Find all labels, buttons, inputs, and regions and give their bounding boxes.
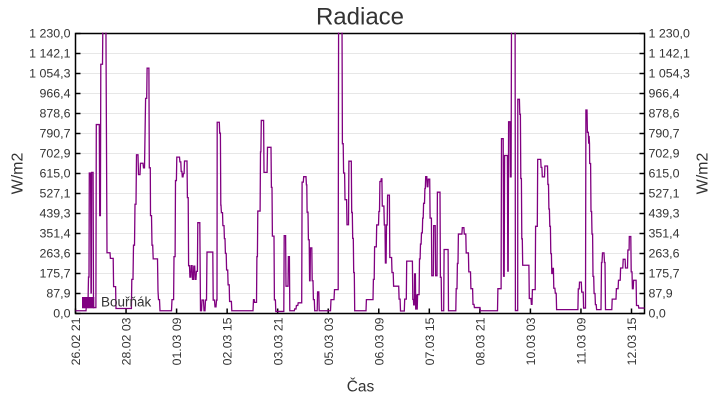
svg-text:0,0: 0,0 xyxy=(649,307,666,321)
svg-text:527,1: 527,1 xyxy=(39,187,70,201)
svg-text:702,9: 702,9 xyxy=(39,147,70,161)
svg-text:06.03 09: 06.03 09 xyxy=(372,317,386,365)
svg-text:28.02 03: 28.02 03 xyxy=(120,317,134,365)
svg-text:07.03 15: 07.03 15 xyxy=(423,317,437,365)
svg-text:Radiace: Radiace xyxy=(316,3,404,30)
svg-text:966,4: 966,4 xyxy=(649,87,680,101)
svg-text:05.03 03: 05.03 03 xyxy=(322,317,336,365)
svg-text:439,3: 439,3 xyxy=(649,207,680,221)
svg-text:Bouřňák: Bouřňák xyxy=(101,295,152,310)
svg-text:263,6: 263,6 xyxy=(39,247,70,261)
svg-text:08.03 21: 08.03 21 xyxy=(473,317,487,365)
svg-text:26.02 21: 26.02 21 xyxy=(69,317,83,365)
svg-text:87,9: 87,9 xyxy=(46,287,70,301)
svg-text:01.03 09: 01.03 09 xyxy=(170,317,184,365)
svg-text:790,7: 790,7 xyxy=(649,127,680,141)
svg-text:878,6: 878,6 xyxy=(39,107,70,121)
svg-text:790,7: 790,7 xyxy=(39,127,70,141)
svg-text:702,9: 702,9 xyxy=(649,147,680,161)
svg-text:1 142,1: 1 142,1 xyxy=(29,47,70,61)
svg-text:351,4: 351,4 xyxy=(39,227,70,241)
svg-text:263,6: 263,6 xyxy=(649,247,680,261)
svg-text:615,0: 615,0 xyxy=(39,167,70,181)
svg-text:1 054,3: 1 054,3 xyxy=(29,67,70,81)
svg-text:03.03 21: 03.03 21 xyxy=(271,317,285,365)
svg-text:0,0: 0,0 xyxy=(53,307,70,321)
svg-text:439,3: 439,3 xyxy=(39,207,70,221)
svg-text:1 230,0: 1 230,0 xyxy=(649,27,690,41)
svg-text:351,4: 351,4 xyxy=(649,227,680,241)
svg-text:W/m2: W/m2 xyxy=(10,153,27,195)
svg-text:175,7: 175,7 xyxy=(39,267,70,281)
svg-text:87,9: 87,9 xyxy=(649,287,673,301)
svg-text:966,4: 966,4 xyxy=(39,87,70,101)
svg-text:175,7: 175,7 xyxy=(649,267,680,281)
svg-text:1 054,3: 1 054,3 xyxy=(649,67,690,81)
svg-text:615,0: 615,0 xyxy=(649,167,680,181)
svg-text:878,6: 878,6 xyxy=(649,107,680,121)
svg-text:02.03 15: 02.03 15 xyxy=(221,317,235,365)
svg-text:12.03 15: 12.03 15 xyxy=(625,317,639,365)
svg-text:11.03 09: 11.03 09 xyxy=(575,317,589,364)
svg-text:W/m2: W/m2 xyxy=(695,153,712,195)
svg-text:1 142,1: 1 142,1 xyxy=(649,47,690,61)
svg-text:Čas: Čas xyxy=(347,379,375,396)
svg-text:10.03 03: 10.03 03 xyxy=(524,317,538,365)
svg-text:527,1: 527,1 xyxy=(649,187,680,201)
svg-text:1 230,0: 1 230,0 xyxy=(29,27,70,41)
